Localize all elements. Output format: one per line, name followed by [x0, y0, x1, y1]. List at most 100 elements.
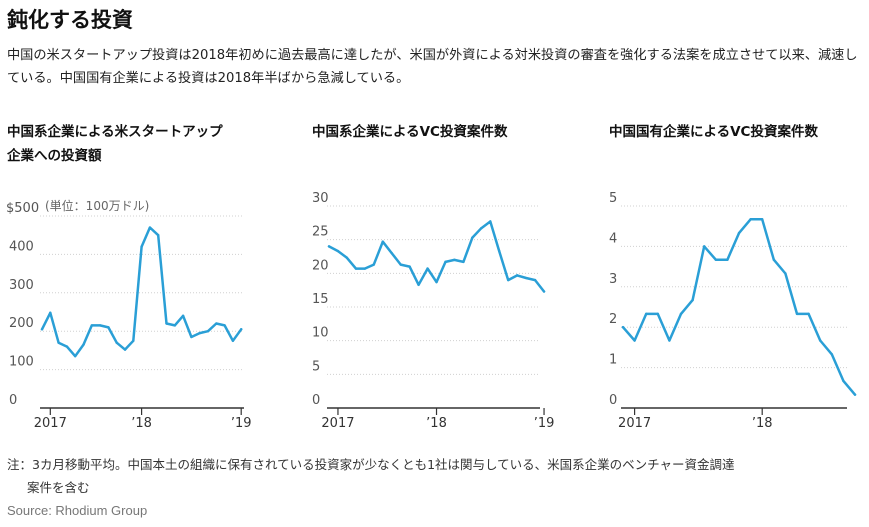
data-point — [462, 260, 465, 264]
data-point — [327, 245, 331, 248]
data-point — [533, 278, 537, 282]
data-point — [231, 339, 235, 342]
data-point — [480, 227, 483, 230]
y-tick-label: 4 — [609, 231, 617, 246]
data-point — [399, 263, 402, 266]
data-point — [223, 324, 226, 327]
y-tick-label: 100 — [9, 355, 34, 370]
data-point — [181, 314, 185, 318]
data-point — [703, 245, 706, 248]
data-point — [795, 312, 799, 316]
data-point — [807, 312, 810, 316]
data-point — [471, 236, 474, 239]
y-tick-label: 300 — [9, 278, 34, 293]
data-point — [198, 331, 201, 335]
y-tick-label: 15 — [312, 292, 329, 307]
data-point — [123, 348, 127, 351]
data-point — [444, 260, 447, 264]
x-tick-label: ’19 — [534, 416, 555, 431]
data-point — [49, 311, 52, 314]
data-point — [819, 339, 822, 342]
data-point — [74, 354, 77, 358]
data-point — [240, 328, 243, 331]
data-point — [157, 234, 160, 237]
x-tick-label: 2017 — [34, 416, 67, 431]
data-point — [363, 267, 367, 270]
x-tick-label: ’18 — [131, 416, 152, 431]
data-point — [498, 249, 501, 253]
chart-panel-vc-deals: 中国系企業によるVC投資案件数 30 25 20 15 10 5 0 2017 ’18 ’19 — [312, 120, 555, 440]
y-tick-label: 5 — [609, 191, 617, 206]
data-point — [853, 393, 857, 396]
footnote: 注：3カ月移動平均。中国本土の組織に保有されている投資家が少なくとも1社は関与し… — [7, 457, 735, 472]
data-point — [381, 240, 384, 243]
data-point — [372, 263, 375, 266]
x-tick-label: 2017 — [618, 416, 651, 431]
data-point — [345, 256, 349, 260]
data-point — [842, 379, 845, 383]
data-point — [65, 345, 69, 348]
y-tick-label: 400 — [9, 239, 34, 254]
data-point — [633, 339, 636, 342]
footnote-continued: 案件を含む — [27, 480, 90, 495]
data-point — [90, 324, 94, 327]
unit-label: (単位：100万ドル) — [45, 199, 150, 213]
data-point — [726, 258, 729, 261]
y-tick-label: 0 — [609, 393, 617, 408]
chart-title: 中国系企業によるVC投資案件数 — [312, 120, 507, 144]
data-point — [408, 265, 411, 268]
chart-panel-investment-amount: 中国系企業による米スタートアップ 企業への投資額 (単位：100万ドル) $50… — [6, 120, 257, 440]
data-point — [645, 312, 648, 316]
data-point — [515, 274, 519, 277]
source-credit: Source: Rhodium Group — [7, 503, 148, 518]
chart-title: 中国国有企業によるVC投資案件数 — [609, 120, 818, 144]
data-point — [784, 272, 787, 275]
data-point — [140, 245, 143, 248]
y-tick-label: 25 — [312, 225, 329, 240]
series-line — [621, 218, 857, 396]
data-point — [173, 324, 176, 327]
data-point — [107, 326, 110, 329]
data-point — [417, 283, 420, 286]
data-point — [354, 267, 358, 270]
data-point — [737, 231, 741, 235]
data-point — [668, 339, 671, 342]
data-point — [507, 278, 510, 282]
y-tick-label: 2 — [609, 312, 617, 327]
data-point — [542, 290, 546, 293]
line-chart-investment-amount: $500 400 300 200 100 0 2017 ’18 ’19 — [6, 201, 252, 431]
data-point — [691, 298, 694, 302]
data-point — [390, 251, 393, 255]
y-tick-label: 3 — [609, 272, 617, 287]
data-point — [57, 341, 60, 344]
page-title: 鈍化する投資 — [7, 8, 133, 32]
data-point — [336, 249, 340, 253]
data-point — [98, 324, 102, 327]
x-tick-label: ’18 — [752, 416, 773, 431]
y-tick-label: $500 — [6, 201, 39, 216]
y-tick-label: 0 — [312, 393, 320, 408]
data-point — [656, 312, 659, 316]
chart-title-line-1: 中国系企業によるVC投資案件数 — [312, 124, 508, 140]
data-point — [679, 312, 683, 316]
data-point — [489, 220, 492, 223]
data-point — [215, 322, 218, 325]
data-point — [524, 276, 528, 280]
x-tick-label: ’18 — [426, 416, 447, 431]
y-tick-label: 0 — [9, 393, 17, 408]
chart-title: 中国系企業による米スタートアップ 企業への投資額 — [7, 120, 223, 168]
data-point — [82, 343, 85, 346]
data-point — [749, 218, 752, 221]
chart-title-line-1: 中国国有企業によるVC投資案件数 — [609, 124, 818, 140]
data-point — [190, 335, 193, 339]
chart-title-line-2: 企業への投資額 — [7, 148, 102, 164]
data-point — [206, 330, 210, 333]
y-tick-label: 20 — [312, 258, 329, 273]
data-point — [40, 328, 44, 331]
data-point — [426, 267, 429, 270]
page-description: 中国の米スタートアップ投資は2018年初めに過去最高に達したが、米国が外資による… — [7, 48, 858, 86]
x-tick-label: 2017 — [321, 416, 354, 431]
